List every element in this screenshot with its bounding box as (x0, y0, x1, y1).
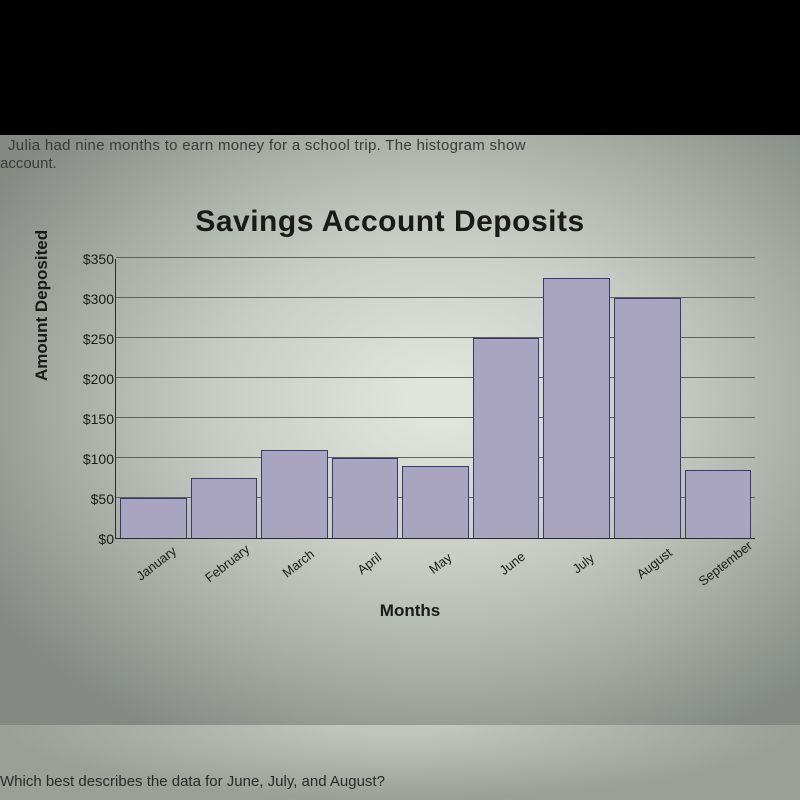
bar-march (261, 450, 328, 538)
content-region: Julia had nine months to earn money for … (0, 135, 800, 725)
bar-january (120, 498, 187, 538)
ytick-4: $200 (66, 371, 114, 387)
bar-september (685, 470, 752, 538)
ytick-0: $0 (66, 531, 114, 547)
ytick-5: $250 (66, 331, 114, 347)
bar-august (614, 298, 681, 538)
bars-group (116, 259, 755, 538)
x-labels-group: JanuaryFebruaryMarchAprilMayJuneJulyAugu… (115, 543, 755, 558)
chart-body: Amount Deposited $0 $50 $100 $150 $200 $… (60, 251, 760, 621)
chart-title: Savings Account Deposits (20, 205, 760, 239)
xlabel: February (195, 535, 260, 591)
top-black-region (0, 0, 800, 135)
ytick-2: $100 (66, 451, 114, 467)
chart-container: Savings Account Deposits Amount Deposite… (20, 205, 760, 621)
xlabel: January (124, 535, 189, 591)
xlabel: July (550, 535, 615, 591)
xlabel: June (479, 535, 544, 591)
bar-february (191, 478, 258, 538)
bar-may (402, 466, 469, 538)
ytick-6: $300 (66, 291, 114, 307)
context-line1: Julia had nine months to earn money for … (8, 137, 526, 154)
x-axis-label: Months (60, 601, 760, 621)
bar-june (473, 338, 540, 538)
xlabel: March (266, 535, 331, 591)
bar-april (332, 458, 399, 538)
question-fragment: Which best describes the data for June, … (0, 773, 385, 790)
ytick-7: $350 (66, 251, 114, 267)
y-axis-label: Amount Deposited (32, 230, 52, 381)
ytick-1: $50 (66, 491, 114, 507)
bar-july (543, 278, 610, 538)
xlabel: September (692, 535, 757, 591)
ytick-3: $150 (66, 411, 114, 427)
xlabel: May (408, 535, 473, 591)
gridline (116, 257, 755, 258)
bottom-region: Which best describes the data for June, … (0, 725, 800, 800)
context-line2: account. (0, 155, 57, 172)
xlabel: April (337, 535, 402, 591)
xlabel: August (621, 535, 686, 591)
plot-area (115, 259, 755, 539)
